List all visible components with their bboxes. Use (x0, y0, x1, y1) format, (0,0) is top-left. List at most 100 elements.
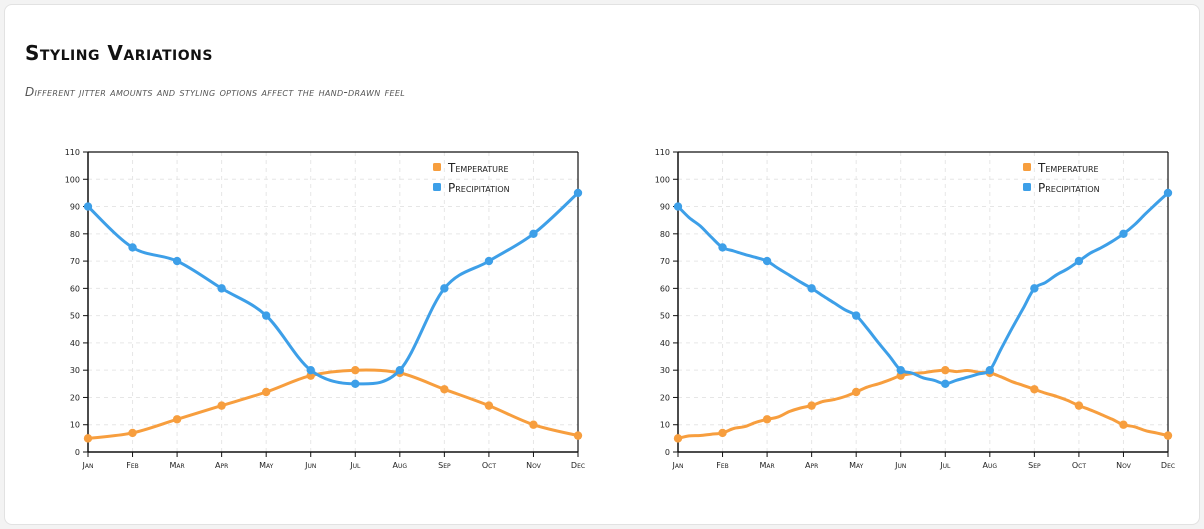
data-point-precipitation (529, 229, 538, 239)
data-point-temperature (217, 401, 226, 410)
x-tick-label: Oct (1072, 461, 1086, 470)
data-point-temperature (573, 431, 583, 440)
grid (677, 151, 1169, 453)
data-point-precipitation (762, 256, 772, 266)
y-tick-label: 30 (660, 366, 670, 375)
legend: Temperature Precipitation (433, 161, 510, 195)
data-point-temperature (941, 365, 950, 375)
data-point-temperature (851, 387, 861, 397)
x-tick-label: Dec (1161, 461, 1175, 470)
x-tick-label: Aug (983, 461, 998, 470)
data-point-precipitation (896, 365, 905, 375)
legend-label-precipitation: Precipitation (1038, 181, 1100, 195)
legend-label-temperature: Temperature (447, 161, 509, 175)
y-tick-label: 90 (70, 203, 80, 212)
data-point-temperature (673, 434, 683, 443)
x-tick-label: Mar (169, 461, 184, 470)
data-point-precipitation (1119, 229, 1128, 239)
x-tick-label: Feb (126, 461, 139, 470)
x-tick-label: Sep (438, 461, 451, 470)
y-tick-label: 0 (75, 448, 80, 457)
data-point-precipitation (261, 311, 271, 320)
data-point-precipitation (941, 379, 950, 389)
x-tick-label: Jul (349, 461, 361, 470)
grid (87, 151, 579, 453)
data-point-temperature (762, 415, 772, 424)
section-subtitle: Different jitter amounts and styling opt… (25, 85, 405, 99)
legend: Temperature Precipitation (1023, 161, 1100, 195)
x-tick-label: Aug (393, 461, 408, 470)
series-line-temperature (676, 368, 1170, 440)
data-point-temperature (128, 428, 137, 438)
data-point-precipitation (1030, 284, 1039, 293)
data-point-precipitation (1163, 188, 1173, 198)
data-point-precipitation (172, 256, 182, 266)
data-point-precipitation (851, 311, 861, 320)
y-tick-label: 80 (70, 230, 80, 239)
y-tick-label: 20 (660, 393, 670, 402)
data-point-temperature (1074, 401, 1084, 410)
y-tick-label: 50 (660, 312, 670, 321)
data-point-temperature (1119, 420, 1128, 429)
data-point-temperature (440, 385, 449, 394)
data-point-temperature (1030, 385, 1039, 394)
data-point-temperature (807, 401, 816, 410)
x-tick-label: Apr (805, 461, 818, 470)
data-point-precipitation (395, 365, 405, 375)
data-point-precipitation (985, 365, 995, 375)
data-point-precipitation (83, 202, 93, 211)
data-point-temperature (484, 401, 494, 410)
data-point-precipitation (128, 243, 137, 252)
x-tick-label: Nov (1116, 461, 1132, 470)
data-point-temperature (1163, 431, 1173, 440)
line-chart-rough: 0 10 20 30 40 50 60 70 80 90 100 110 Jan Feb Mar Apr May… (655, 148, 1175, 470)
y-tick-label: 60 (660, 284, 670, 293)
x-tick-label: Jan (82, 461, 94, 470)
y-tick-label: 40 (70, 339, 80, 348)
legend-swatch-temperature (1023, 163, 1031, 171)
y-tick-label: 70 (70, 257, 80, 266)
x-tick-label: Mar (759, 461, 774, 470)
data-point-temperature (83, 434, 93, 443)
section-title: Styling Variations (25, 41, 213, 65)
y-tick-label: 30 (70, 366, 80, 375)
y-tick-label: 100 (65, 175, 80, 184)
x-tick-label: May (259, 461, 274, 470)
x-tick-label: Jun (894, 461, 906, 470)
data-point-precipitation (573, 188, 583, 198)
data-point-precipitation (807, 284, 816, 293)
y-tick-label: 20 (70, 393, 80, 402)
data-point-precipitation (673, 202, 683, 211)
series-line-precipitation (676, 191, 1170, 386)
y-tick-label: 60 (70, 284, 80, 293)
y-tick-label: 70 (660, 257, 670, 266)
x-tick-label: Nov (526, 461, 542, 470)
y-tick-label: 90 (660, 203, 670, 212)
legend-swatch-precipitation (433, 183, 441, 191)
x-tick-label: Apr (215, 461, 228, 470)
data-point-precipitation (484, 256, 494, 266)
x-tick-label: Jun (304, 461, 316, 470)
x-tick-label: Jul (939, 461, 951, 470)
y-tick-label: 10 (70, 421, 80, 430)
y-tick-label: 80 (660, 230, 670, 239)
legend-label-precipitation: Precipitation (448, 181, 510, 195)
data-point-precipitation (718, 243, 727, 252)
x-tick-label: Sep (1028, 461, 1041, 470)
data-point-precipitation (217, 284, 226, 293)
legend-swatch-precipitation (1023, 183, 1031, 191)
x-tick-label: Jan (672, 461, 684, 470)
data-point-temperature (261, 387, 271, 397)
legend-swatch-temperature (433, 163, 441, 171)
data-point-precipitation (351, 379, 360, 389)
y-tick-label: 110 (655, 148, 670, 157)
legend-label-temperature: Temperature (1037, 161, 1099, 175)
y-tick-label: 110 (65, 148, 80, 157)
data-point-precipitation (306, 365, 315, 375)
data-point-temperature (718, 428, 727, 438)
line-chart-smooth: 0 10 20 30 40 50 60 70 80 90 100 110 Jan Feb Mar Apr May… (65, 148, 585, 470)
x-tick-label: Oct (482, 461, 496, 470)
y-tick-label: 100 (655, 175, 670, 184)
data-point-temperature (529, 420, 538, 429)
data-point-precipitation (1074, 256, 1084, 266)
